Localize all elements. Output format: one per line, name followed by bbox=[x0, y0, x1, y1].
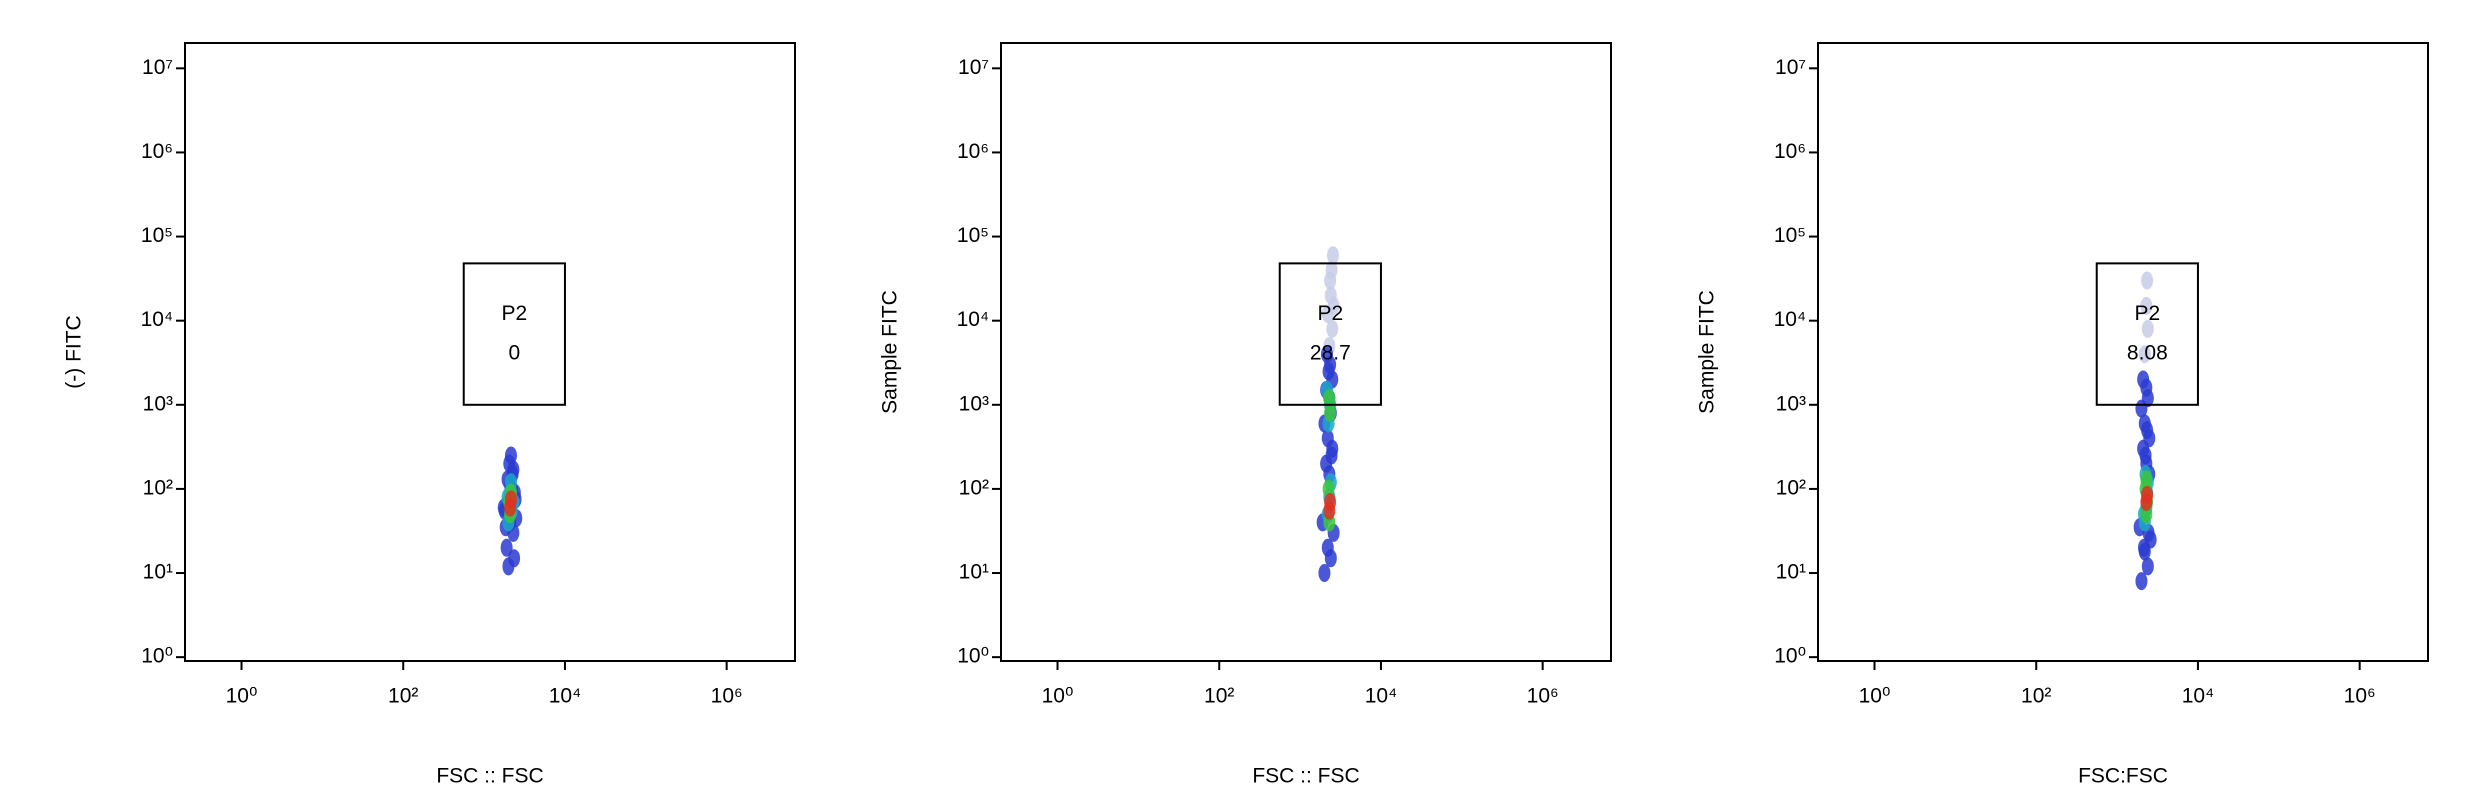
y-tick-label: 10³ bbox=[143, 392, 173, 415]
gate-label: P2 bbox=[1317, 302, 1343, 325]
x-tick-label: 10⁶ bbox=[711, 685, 743, 708]
event-point bbox=[1326, 319, 1339, 338]
y-tick-label: 10⁷ bbox=[142, 56, 173, 79]
plot-frame bbox=[1000, 42, 1612, 662]
y-tick-label: 10¹ bbox=[959, 561, 989, 584]
y-tick-label: 10⁶ bbox=[1774, 140, 1806, 163]
event-point bbox=[2141, 421, 2154, 440]
y-tick-label: 10⁴ bbox=[1774, 308, 1806, 331]
y-tick-label: 10² bbox=[959, 476, 989, 499]
x-tick-label: 10² bbox=[388, 685, 418, 708]
event-point bbox=[1326, 246, 1339, 265]
y-axis-title: Sample FITC bbox=[879, 290, 902, 414]
gate bbox=[2095, 262, 2199, 406]
event-point bbox=[502, 557, 515, 576]
event-point bbox=[2140, 296, 2153, 315]
event-point bbox=[2137, 538, 2150, 557]
plot-frame bbox=[184, 42, 796, 662]
x-axis-title: FSC :: FSC bbox=[436, 765, 543, 788]
y-tick-label: 10⁰ bbox=[957, 645, 989, 668]
event-point bbox=[1325, 446, 1338, 465]
x-tick-label: 10² bbox=[1204, 685, 1234, 708]
y-tick-label: 10⁵ bbox=[141, 224, 173, 247]
x-tick-label: 10⁰ bbox=[1859, 685, 1891, 708]
event-point bbox=[2135, 572, 2148, 591]
gate-label: P2 bbox=[501, 302, 527, 325]
gate-percent: 8.08 bbox=[2127, 341, 2168, 364]
gate bbox=[1278, 262, 1382, 406]
x-tick-label: 10⁴ bbox=[1365, 685, 1397, 708]
event-point bbox=[504, 490, 517, 509]
x-tick-label: 10⁰ bbox=[226, 685, 258, 708]
event-point bbox=[1324, 403, 1337, 422]
event-point bbox=[1321, 429, 1334, 448]
y-tick-label: 10⁶ bbox=[141, 140, 173, 163]
event-point bbox=[1324, 492, 1337, 511]
gate-percent: 28.7 bbox=[1310, 341, 1351, 364]
y-tick-label: 10⁰ bbox=[1774, 645, 1806, 668]
gate-percent: 0 bbox=[508, 341, 520, 364]
y-axis-title: Sample FITC bbox=[1696, 290, 1719, 414]
y-tick-label: 10² bbox=[143, 476, 173, 499]
y-tick-label: 10⁵ bbox=[1774, 224, 1806, 247]
event-point bbox=[2141, 271, 2154, 290]
x-tick-label: 10⁰ bbox=[1042, 685, 1074, 708]
event-point bbox=[1325, 261, 1338, 280]
event-point bbox=[2141, 319, 2154, 338]
x-tick-label: 10⁴ bbox=[549, 685, 581, 708]
y-tick-label: 10² bbox=[1776, 476, 1806, 499]
event-point bbox=[504, 446, 517, 465]
y-axis-title: (-) FITC bbox=[63, 315, 86, 388]
y-tick-label: 10¹ bbox=[143, 561, 173, 584]
y-tick-label: 10⁴ bbox=[957, 308, 989, 331]
y-tick-label: 10⁰ bbox=[141, 645, 173, 668]
y-tick-label: 10⁶ bbox=[957, 140, 989, 163]
y-tick-label: 10⁷ bbox=[958, 56, 989, 79]
event-point bbox=[1318, 564, 1331, 583]
plot-frame bbox=[1817, 42, 2429, 662]
x-axis-title: FSC:FSC bbox=[2078, 765, 2168, 788]
event-point bbox=[1324, 286, 1337, 305]
event-point bbox=[2139, 446, 2152, 465]
y-tick-label: 10³ bbox=[959, 392, 989, 415]
x-tick-label: 10² bbox=[2021, 685, 2051, 708]
y-tick-label: 10⁵ bbox=[957, 224, 989, 247]
y-tick-label: 10⁴ bbox=[141, 308, 173, 331]
y-tick-label: 10³ bbox=[1776, 392, 1806, 415]
event-point bbox=[2141, 557, 2154, 576]
y-tick-label: 10⁷ bbox=[1775, 56, 1806, 79]
event-point bbox=[1320, 345, 1333, 364]
event-point bbox=[1321, 538, 1334, 557]
gate-label: P2 bbox=[2134, 302, 2160, 325]
gate bbox=[462, 262, 566, 406]
event-point bbox=[2138, 345, 2151, 364]
event-point bbox=[2140, 470, 2153, 489]
x-axis-title: FSC :: FSC bbox=[1252, 765, 1359, 788]
event-point bbox=[1323, 389, 1336, 408]
y-tick-label: 10¹ bbox=[1776, 561, 1806, 584]
event-point bbox=[2137, 370, 2150, 389]
x-tick-label: 10⁶ bbox=[1527, 685, 1559, 708]
x-tick-label: 10⁴ bbox=[2182, 685, 2214, 708]
x-tick-label: 10⁶ bbox=[2344, 685, 2376, 708]
event-point bbox=[2141, 485, 2154, 504]
